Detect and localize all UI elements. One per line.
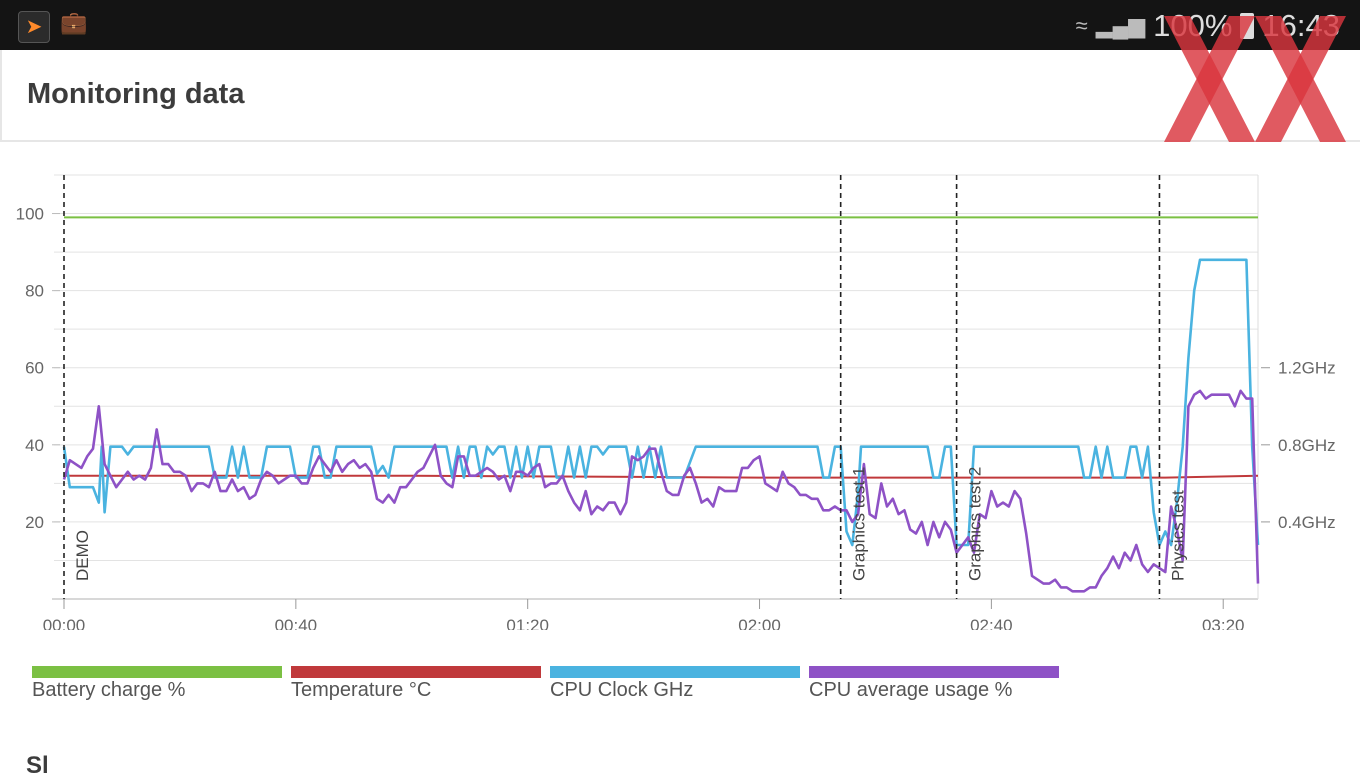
legend-swatch-cpu-usage bbox=[809, 666, 1059, 678]
watermark-logo bbox=[1164, 16, 1346, 142]
legend-swatch-cpu-clock bbox=[550, 666, 800, 678]
series-line-2 bbox=[62, 258, 1260, 547]
x-tick-label: 02:40 bbox=[970, 616, 1013, 630]
chart-legend: Battery charge % Temperature °C CPU Cloc… bbox=[0, 666, 1100, 706]
status-bar: ➤ 💼 ≈ ▂▄▆ 100% 16:43 bbox=[0, 0, 1360, 50]
chart-axes: 20 40 60 80 100 0.4GHz 0.8GHz 1.2GHz 00:00 00:40 0… bbox=[16, 175, 1336, 630]
next-section-heading: Sl bbox=[26, 752, 49, 779]
chart-annotations: DEMO Graphics test 1 Graphics test 2 Physic… bbox=[63, 175, 1187, 599]
x-tick-label: 01:20 bbox=[506, 616, 549, 630]
legend-label-cpu-usage: CPU average usage % bbox=[809, 679, 1013, 701]
signal-icon: ▂▄▆ bbox=[1095, 13, 1146, 38]
legend-label-battery: Battery charge % bbox=[32, 679, 186, 701]
legend-label-cpu-clock: CPU Clock GHz bbox=[550, 679, 694, 701]
y-right-tick-label: 0.8GHz bbox=[1278, 436, 1336, 455]
legend-item-temperature[interactable]: Temperature °C bbox=[291, 666, 541, 702]
y-right-tick-label: 1.2GHz bbox=[1278, 359, 1336, 378]
y-left-tick-label: 20 bbox=[25, 513, 44, 532]
legend-item-cpu-usage[interactable]: CPU average usage % bbox=[809, 666, 1059, 702]
app-icon[interactable]: ➤ bbox=[18, 11, 50, 43]
wifi-icon: ≈ bbox=[1075, 13, 1088, 38]
x-tick-label: 00:00 bbox=[43, 616, 86, 630]
chart-grid bbox=[54, 174, 1258, 561]
chart-series bbox=[62, 216, 1260, 593]
x-tick-label: 02:00 bbox=[738, 616, 781, 630]
y-left-tick-label: 60 bbox=[25, 359, 44, 378]
x-tick-label: 00:40 bbox=[275, 616, 318, 630]
annotation-label: Physics test bbox=[1168, 490, 1187, 581]
briefcase-icon: 💼 bbox=[60, 10, 88, 35]
annotation-label: Graphics test 2 bbox=[966, 467, 985, 581]
annotation-label: DEMO bbox=[73, 530, 92, 581]
legend-label-temperature: Temperature °C bbox=[291, 679, 432, 701]
annotation-label: Graphics test 1 bbox=[850, 467, 869, 581]
series-line-3 bbox=[62, 389, 1260, 593]
y-left-tick-label: 80 bbox=[25, 282, 44, 301]
page-header: Monitoring data bbox=[0, 50, 1360, 142]
x-tick-label: 03:20 bbox=[1202, 616, 1245, 630]
legend-swatch-battery bbox=[32, 666, 282, 678]
y-left-tick-label: 100 bbox=[16, 205, 44, 224]
legend-item-cpu-clock[interactable]: CPU Clock GHz bbox=[550, 666, 800, 702]
monitoring-chart: 20 40 60 80 100 0.4GHz 0.8GHz 1.2GHz 00:00 00:40 0… bbox=[16, 174, 1336, 630]
legend-swatch-temperature bbox=[291, 666, 541, 678]
page-title: Monitoring data bbox=[27, 78, 245, 110]
legend-item-battery[interactable]: Battery charge % bbox=[32, 666, 282, 702]
y-left-tick-label: 40 bbox=[25, 436, 44, 455]
y-right-tick-label: 0.4GHz bbox=[1278, 513, 1336, 532]
